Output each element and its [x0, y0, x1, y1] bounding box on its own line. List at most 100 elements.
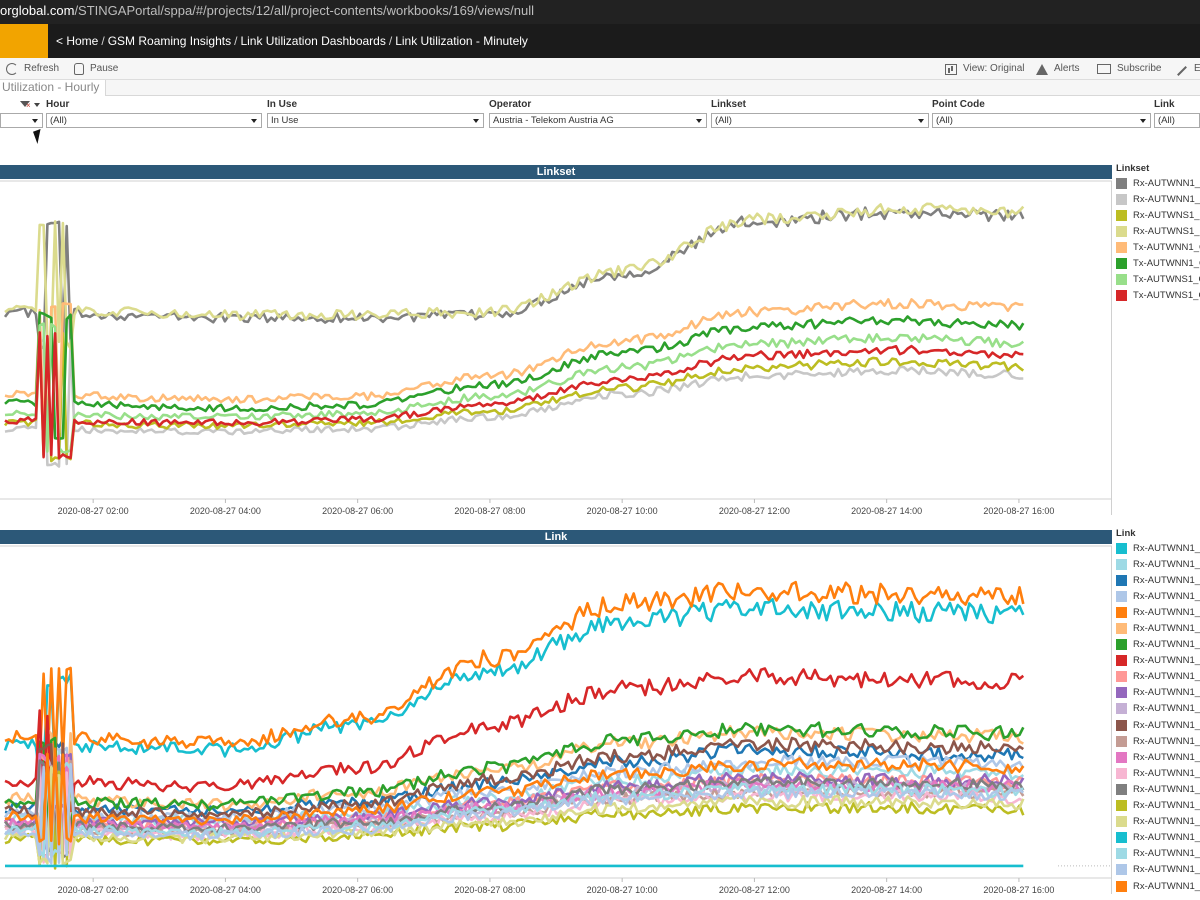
breadcrumb-item-home[interactable]: Home: [66, 34, 99, 48]
series-line[interactable]: [4, 322, 1025, 454]
series-line[interactable]: [3, 762, 1025, 865]
series-line[interactable]: [3, 598, 1025, 776]
legend-item[interactable]: Rx-AUTWNN1_C: [1116, 701, 1200, 717]
legend-swatch: [1116, 274, 1127, 286]
operator-filter-label: Operator: [489, 99, 532, 110]
subscribe-button[interactable]: Subscribe: [1097, 58, 1161, 80]
series-line[interactable]: [4, 760, 1024, 859]
subscribe-label: Subscribe: [1117, 63, 1162, 74]
legend-item[interactable]: Rx-AUTWNN1_C: [1116, 637, 1200, 653]
legend-item[interactable]: Rx-AUTWNN1_C: [1116, 781, 1200, 797]
legend-item[interactable]: Rx-AUTWNN1_C: [1116, 733, 1200, 749]
legend-item[interactable]: Rx-AUTWNN1_C: [1116, 749, 1200, 765]
x-axis-tick-label: 2020-08-27 04:00: [190, 885, 261, 895]
legend-swatch: [1116, 719, 1127, 731]
legend-label: Rx-AUTWNN1_C: [1133, 606, 1200, 618]
legend-item[interactable]: Tx-AUTWNS1_C: [1116, 288, 1200, 304]
breadcrumb-back-icon[interactable]: <: [56, 34, 67, 48]
view-original-button[interactable]: View: Original: [945, 58, 1025, 80]
legend-swatch: [1116, 639, 1127, 651]
linkset-dropdown[interactable]: (All): [711, 113, 929, 128]
breadcrumb-item-view: Link Utilization - Minutely: [395, 34, 528, 48]
view-toolbar: Refresh Pause View: Original Alerts Subs…: [0, 58, 1200, 80]
legend-swatch: [1116, 655, 1127, 667]
legend-label: Rx-AUTWNS1_C: [1133, 209, 1200, 221]
legend-item[interactable]: Rx-AUTWNS1_C: [1116, 207, 1200, 223]
date-dropdown[interactable]: [0, 113, 43, 128]
legend-item[interactable]: Rx-AUTWNN1_C: [1116, 572, 1200, 588]
legend-swatch: [1116, 735, 1127, 747]
legend-item[interactable]: Rx-AUTWNN1_C: [1116, 653, 1200, 669]
legend-item[interactable]: Tx-AUTWNN1_C: [1116, 255, 1200, 271]
legend-item[interactable]: Rx-AUTWNN1_C: [1116, 588, 1200, 604]
legend-item[interactable]: Tx-AUTWNS1_C: [1116, 272, 1200, 288]
legend-item[interactable]: Rx-AUTWNN1_C: [1116, 717, 1200, 733]
legend-item[interactable]: Rx-AUTWNN1_C: [1116, 540, 1200, 556]
series-line[interactable]: [4, 667, 1025, 813]
series-line[interactable]: [4, 202, 1025, 350]
legend-label: Rx-AUTWNN1_C: [1133, 671, 1200, 683]
legend-item[interactable]: Rx-AUTWNN1_C: [1116, 814, 1200, 830]
legend-item[interactable]: Rx-AUTWNN1_C: [1116, 556, 1200, 572]
series-line[interactable]: [4, 752, 1025, 852]
legend-item[interactable]: Rx-AUTWNN1_C: [1116, 862, 1200, 878]
legend-label: Rx-AUTWNN1_C: [1133, 193, 1200, 205]
series-line[interactable]: [4, 747, 1025, 846]
linkset-line-chart[interactable]: 2020-08-27 02:00 2020-08-27 04:00 2020-08-…: [0, 179, 1114, 523]
breadcrumb-item-workbook[interactable]: Link Utilization Dashboards: [240, 34, 386, 48]
series-line[interactable]: [4, 738, 1024, 836]
series-line[interactable]: [3, 765, 1025, 867]
alerts-button[interactable]: Alerts: [1036, 58, 1080, 80]
filter-menu-caret-icon[interactable]: [34, 103, 40, 107]
link-dropdown[interactable]: (All): [1154, 113, 1200, 128]
breadcrumb-item-project[interactable]: GSM Roaming Insights: [107, 34, 232, 48]
in-use-dropdown[interactable]: In Use: [267, 113, 484, 128]
link-line-chart[interactable]: 2020-08-27 02:00 2020-08-27 04:00 2020-08-…: [0, 544, 1114, 900]
breadcrumb: < Home / GSM Roaming Insights / Link Utiliza…: [56, 34, 528, 48]
series-line[interactable]: [4, 298, 1024, 434]
pause-button[interactable]: Pause: [74, 58, 118, 80]
series-line[interactable]: [4, 338, 1024, 468]
legend-item[interactable]: Rx-AUTWNN1_C: [1116, 765, 1200, 781]
hour-dropdown[interactable]: (All): [46, 113, 262, 128]
legend-item[interactable]: Tx-AUTWNN1_C: [1116, 239, 1200, 255]
legend-item[interactable]: Rx-AUTWNN1_C: [1116, 846, 1200, 862]
edit-button[interactable]: E: [1176, 58, 1200, 80]
legend-item[interactable]: Rx-AUTWNN1_C: [1116, 878, 1200, 894]
refresh-button[interactable]: Refresh: [6, 58, 59, 80]
x-axis-tick-label: 2020-08-27 06:00: [322, 885, 393, 895]
clear-filter-icon[interactable]: [20, 101, 31, 110]
series-line[interactable]: [4, 311, 1025, 440]
legend-label: Rx-AUTWNN1_C: [1133, 751, 1200, 763]
legend-label: Rx-AUTWNN1_C: [1133, 703, 1200, 715]
legend-item[interactable]: Rx-AUTWNN1_C: [1116, 669, 1200, 685]
series-line[interactable]: [4, 331, 1024, 460]
series-line[interactable]: [4, 721, 1025, 835]
series-line[interactable]: [4, 736, 1025, 842]
legend-label: Rx-AUTWNN1_C: [1133, 735, 1200, 747]
pause-label: Pause: [90, 63, 119, 74]
x-axis-tick-label: 2020-08-27 06:00: [322, 506, 393, 516]
series-line[interactable]: [3, 331, 1025, 463]
point-code-dropdown[interactable]: (All): [932, 113, 1151, 128]
legend-item[interactable]: Rx-AUTWNN1_C: [1116, 685, 1200, 701]
series-line[interactable]: [3, 206, 1025, 350]
legend-item[interactable]: Rx-AUTWNN1_C: [1116, 175, 1200, 191]
series-line[interactable]: [4, 580, 1025, 770]
link-dropdown-value: (All): [1158, 115, 1175, 126]
legend-label: Rx-AUTWNN1_C: [1133, 177, 1200, 189]
operator-dropdown[interactable]: Austria - Telekom Austria AG: [489, 113, 707, 128]
legend-item[interactable]: Rx-AUTWNN1_C: [1116, 191, 1200, 207]
legend-label: Rx-AUTWNN1_C: [1133, 783, 1200, 795]
brand-logo[interactable]: [0, 24, 48, 58]
tab-utilization-hourly[interactable]: Utilization - Hourly: [0, 80, 107, 96]
legend-item[interactable]: Rx-AUTWNN1_C: [1116, 830, 1200, 846]
legend-swatch: [1116, 290, 1127, 302]
legend-item[interactable]: Rx-AUTWNS1_C: [1116, 223, 1200, 239]
legend-label: Rx-AUTWNN1_C: [1133, 767, 1200, 779]
legend-item[interactable]: Rx-AUTWNN1_C: [1116, 798, 1200, 814]
address-bar[interactable]: orglobal.com/STINGAPortal/sppa/#/project…: [0, 0, 1200, 24]
legend-item[interactable]: Rx-AUTWNN1_C: [1116, 604, 1200, 620]
x-axis-tick-label: 2020-08-27 14:00: [851, 885, 922, 895]
legend-item[interactable]: Rx-AUTWNN1_C: [1116, 620, 1200, 636]
